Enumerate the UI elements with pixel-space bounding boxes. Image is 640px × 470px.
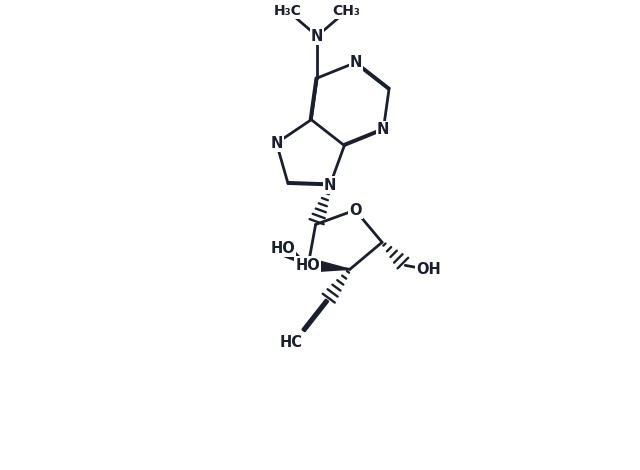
- Text: O: O: [349, 203, 362, 218]
- Text: N: N: [270, 136, 283, 151]
- Text: CH₃: CH₃: [333, 4, 360, 18]
- Polygon shape: [307, 258, 350, 272]
- Text: H₃C: H₃C: [274, 4, 301, 18]
- Text: HO: HO: [271, 241, 295, 256]
- Polygon shape: [279, 243, 308, 266]
- Text: N: N: [311, 29, 323, 44]
- Text: HO: HO: [296, 258, 320, 273]
- Text: N: N: [324, 178, 336, 193]
- Text: N: N: [377, 122, 390, 137]
- Text: HC: HC: [280, 335, 303, 350]
- Text: N: N: [350, 55, 362, 70]
- Text: OH: OH: [416, 262, 441, 277]
